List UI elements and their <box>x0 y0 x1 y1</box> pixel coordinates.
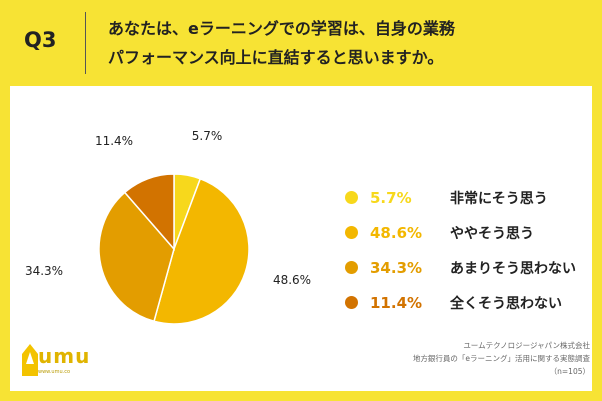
legend-item: 11.4% 全くそう思わない <box>345 285 576 320</box>
divider <box>85 12 86 74</box>
source-note: ユームテクノロジージャパン株式会社 地方銀行員の「eラーニング」活用に関する実態… <box>413 339 590 378</box>
chart-card: 5.7% 48.6% 34.3% 11.4% 5.7% 非常にそう思う 48.6% ややそう… <box>10 86 592 391</box>
data-label: 48.6% <box>273 273 311 287</box>
data-label: 34.3% <box>25 264 63 278</box>
legend-item: 48.6% ややそう思う <box>345 215 576 250</box>
legend-percent: 48.6% <box>370 223 423 242</box>
legend-label: あまりそう思わない <box>450 260 576 277</box>
legend-percent: 11.4% <box>370 293 423 312</box>
legend-label: 全くそう思わない <box>450 295 562 312</box>
source-line-2: 地方銀行員の「eラーニング」活用に関する実態調査 <box>412 354 590 363</box>
source-line-3: （n=105） <box>549 367 590 376</box>
logo-url: www.umu.co <box>38 369 71 375</box>
legend: 5.7% 非常にそう思う 48.6% ややそう思う 34.3% あまりそう思わない 11.4… <box>345 180 576 320</box>
legend-swatch <box>345 261 358 274</box>
header: Q3 あなたは、eラーニングでの学習は、自身の業務 パフォーマンス向上に直結する… <box>0 0 602 86</box>
pie-chart: 5.7% 48.6% 34.3% 11.4% <box>25 129 311 325</box>
logo-text: umu <box>38 344 91 368</box>
legend-percent: 34.3% <box>370 258 423 277</box>
question-line-1: あなたは、eラーニングでの学習は、自身の業務 <box>108 19 455 38</box>
pie-slice <box>123 173 175 252</box>
question-line-2: パフォーマンス向上に直結すると思いますか。 <box>108 48 444 67</box>
legend-percent: 5.7% <box>370 188 412 207</box>
data-label: 5.7% <box>192 129 223 143</box>
question-text: あなたは、eラーニングでの学習は、自身の業務 パフォーマンス向上に直結すると思い… <box>108 14 588 72</box>
legend-label: 非常にそう思う <box>450 190 548 207</box>
pie-slice <box>98 191 175 323</box>
legend-swatch <box>345 226 358 239</box>
umu-logo-icon <box>22 344 38 376</box>
question-number: Q3 <box>24 28 57 52</box>
legend-swatch <box>345 191 358 204</box>
data-label: 11.4% <box>95 134 133 148</box>
legend-item: 34.3% あまりそう思わない <box>345 250 576 285</box>
pie-slice <box>153 177 250 325</box>
legend-swatch <box>345 296 358 309</box>
source-line-1: ユームテクノロジージャパン株式会社 <box>463 341 590 350</box>
legend-label: ややそう思う <box>450 225 534 242</box>
legend-item: 5.7% 非常にそう思う <box>345 180 576 215</box>
